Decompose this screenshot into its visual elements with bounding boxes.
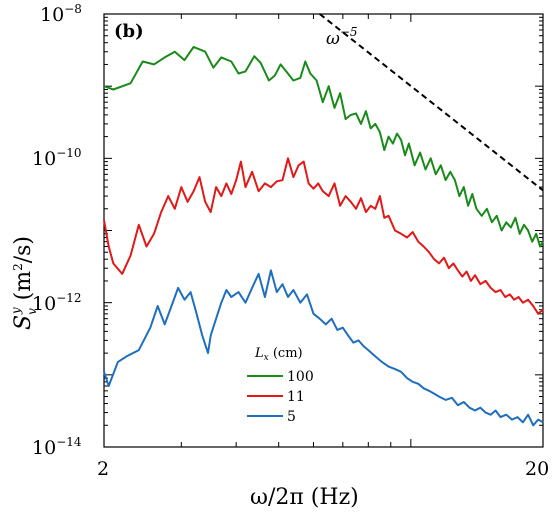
y-tick-label-1e-14: 10−14 [32,435,82,459]
panel-label: (b) [114,21,144,42]
y-axis-symbol: S [11,315,36,330]
y-tick-base-1e-10: 10 [32,148,56,170]
y-axis-unit: (m [11,271,36,308]
y-axis-unit-tail: /s) [11,236,36,263]
y-tick-exp-1e-8: −8 [64,2,82,16]
y-axis-sub: v [25,308,39,315]
y-tick-base-1e-14: 10 [32,437,56,459]
legend-title-unit: (cm) [269,346,303,361]
y-tick-label-1e-8: 10−8 [40,2,82,26]
axis-ticks [103,13,544,448]
legend-title: Lx (cm) [254,346,303,363]
series-line-5 [103,269,544,427]
legend-title-sub: x [264,353,269,363]
y-tick-exp-1e-12: −12 [56,291,81,305]
y-tick-label-1e-12: 10−12 [32,291,82,315]
y-axis-unit-exp: 2 [11,263,25,271]
x-tick-label-2: 2 [97,458,109,480]
y-tick-base-1e-8: 10 [40,4,64,26]
series-line-11 [103,157,544,315]
x-axis-label: ω/2π (Hz) [250,485,359,510]
legend-title-main: L [254,346,264,361]
reference-slope-line [319,13,544,192]
legend-label-11: 11 [287,389,305,405]
y-axis-sup: y [9,307,23,315]
y-tick-base-1e-12: 10 [32,293,56,315]
y-tick-exp-1e-10: −10 [56,146,81,160]
y-axis-label: Svy (m2/s) [9,236,39,330]
y-tick-exp-1e-14: −14 [56,435,82,449]
series-line-100 [103,45,544,248]
plot-frame [103,13,544,448]
legend: Lx (cm) 100 11 5 [247,346,314,425]
legend-label-5: 5 [287,409,296,425]
series-layer [103,45,544,427]
legend-label-100: 100 [287,369,314,385]
slope-annotation-base: ω [326,29,340,49]
x-tick-label-20: 20 [525,458,549,480]
y-tick-label-1e-10: 10−10 [32,146,82,170]
y-tick-labels: 10−8 10−10 10−12 10−14 [32,2,82,459]
slope-annotation: ω−5 [326,25,358,49]
slope-annotation-exp: −5 [340,25,358,39]
